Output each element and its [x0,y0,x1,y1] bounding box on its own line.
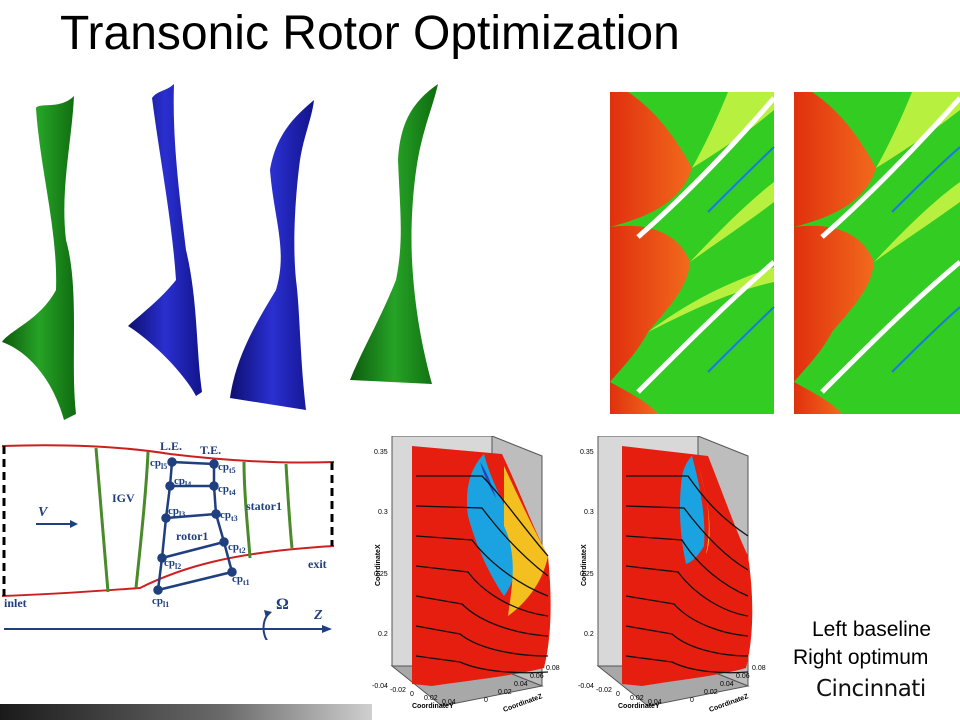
blade-renderings [2,84,438,420]
y-tick-004: 0.04 [648,699,662,706]
cp-label-l4: cpl4 [174,475,191,489]
z-tick-008: 0.08 [752,665,766,672]
cp-label-t5: cpt5 [218,461,236,475]
te-label: T.E. [200,443,221,457]
cp-label-l2: cpl2 [164,557,181,571]
control-point-labels: cpl5 cpl4 cpl3 cpl2 cpl1 cpt5 cpt4 cpt3 … [150,457,250,609]
y-tick-m002: -0.02 [390,687,406,694]
z-axis-label: CoordinateZ [502,693,544,714]
cp-label-l5: cpl5 [150,457,167,471]
shroud-line [1,444,335,464]
x-tick-035: 0.35 [580,449,594,456]
x-tick-020: 0.2 [378,631,388,638]
z-tick-004: 0.04 [514,681,528,688]
compressor-schematic: L.E. T.E. IGV rotor1 stator1 inlet exit … [1,439,335,640]
surface-plot-optimum: 0.35 0.3 0.25 0.2 -0.04 -0.02 0 0.02 0.0… [578,436,766,714]
blade-optimum-side [230,100,314,410]
blade-baseline-side [350,84,438,384]
cp-label-l1: cpl1 [152,595,169,609]
cp-label-t1: cpt1 [232,573,250,587]
y-tick-0: 0 [616,691,620,698]
y-axis-label: CoordinateY [618,703,660,710]
blade-optimum-front [128,84,202,396]
y-tick-0: 0 [410,691,414,698]
mach-contour-plots [610,92,960,414]
y-tick-m004: -0.04 [372,683,388,690]
exit-label: exit [308,557,327,571]
x-axis-label: CoordinateX [581,544,588,586]
caption-right-optimum: Right optimum [793,646,929,669]
z-tick-002: 0.02 [498,689,512,696]
contour-optimum [794,92,960,414]
contour-baseline [610,92,776,414]
x-tick-020: 0.2 [584,631,594,638]
z-tick-008: 0.08 [546,665,560,672]
z-tick-0: 0 [690,697,694,704]
x-tick-030: 0.3 [378,509,388,516]
x-tick-025: 0.25 [374,571,388,578]
x-tick-030: 0.3 [584,509,594,516]
y-tick-002: 0.02 [630,695,644,702]
blade-baseline-front [2,96,76,420]
footer-bar [0,704,372,720]
surface-plot-baseline: 0.35 0.3 0.25 0.2 -0.04 -0.02 0 0.02 0.0… [372,436,560,714]
z-axis-label: CoordinateZ [708,693,750,714]
cp-label-t3: cpt3 [220,509,238,523]
y-tick-004: 0.04 [442,699,456,706]
x-tick-025: 0.25 [580,571,594,578]
stator-label: stator1 [246,499,282,513]
le-label: L.E. [160,439,182,453]
rotor-label: rotor1 [176,529,208,543]
z-tick-006: 0.06 [530,673,544,680]
hub-line [1,545,335,597]
velocity-label: V [38,505,49,520]
igv-label: IGV [112,491,135,505]
x-axis-label: CoordinateX [375,544,382,586]
z-tick-004: 0.04 [720,681,734,688]
z-tick-006: 0.06 [736,673,750,680]
y-tick-m004: -0.04 [578,683,594,690]
z-tick-002: 0.02 [704,689,718,696]
cp-label-l3: cpl3 [168,505,185,519]
cp-label-t2: cpt2 [228,541,246,555]
university-logo: Cincinnati [816,676,926,702]
y-tick-m002: -0.02 [596,687,612,694]
caption-left-baseline: Left baseline [812,618,932,641]
omega-label: Ω [276,596,289,613]
y-axis-label: CoordinateY [412,703,454,710]
x-tick-035: 0.35 [374,449,388,456]
inlet-label: inlet [4,596,27,610]
z-tick-0: 0 [484,697,488,704]
y-tick-002: 0.02 [424,695,438,702]
cp-label-t4: cpt4 [218,483,236,497]
z-axis-label: Z [313,608,323,623]
slide-title: Transonic Rotor Optimization [60,7,680,60]
